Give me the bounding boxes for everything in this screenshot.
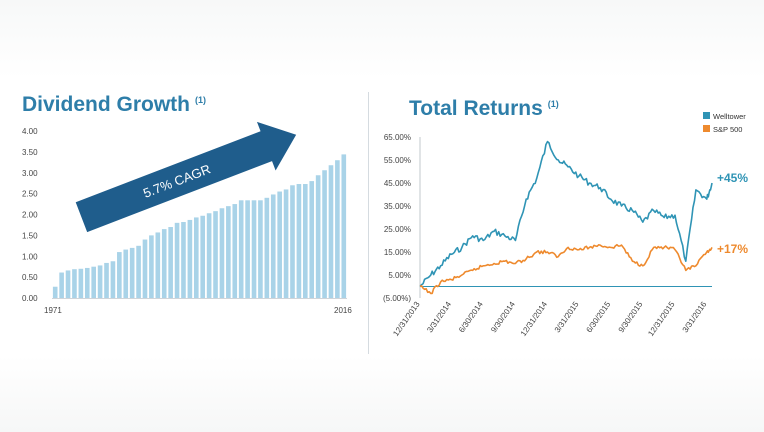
dividend-bar xyxy=(91,266,96,298)
x-tick-label: 12/31/2014 xyxy=(519,300,550,338)
y-tick-label: 3.00 xyxy=(22,169,38,178)
dividend-bar xyxy=(238,200,244,298)
x-tick-label: 3/31/2014 xyxy=(425,300,453,335)
x-tick-label: 6/30/2015 xyxy=(585,300,613,335)
x-tick-label: 3/31/2015 xyxy=(553,300,581,335)
y-tick-label: 15.00% xyxy=(384,248,411,257)
total-returns-title: Total Returns (1) xyxy=(409,97,559,120)
y-tick-label: 5.00% xyxy=(388,271,411,280)
x-tick-label: 9/30/2015 xyxy=(617,300,645,335)
y-tick-label: 4.00 xyxy=(22,127,38,136)
dividend-bar xyxy=(72,269,77,298)
dividend-growth-title: Dividend Growth (1) xyxy=(22,93,206,116)
dividend-bar xyxy=(251,200,257,298)
dividend-bar xyxy=(309,181,315,298)
dividend-bar xyxy=(136,245,141,298)
dividend-bar xyxy=(161,229,167,298)
y-tick-label: 65.00% xyxy=(384,133,411,142)
y-tick-label: 0.50 xyxy=(22,273,38,282)
dividend-bar xyxy=(341,154,347,298)
x-tick-label-start: 1971 xyxy=(44,306,62,315)
dividend-bar xyxy=(155,232,161,298)
dividend-bar xyxy=(65,270,71,298)
legend-swatch-sp500 xyxy=(703,125,710,132)
x-tick-label: 3/31/2016 xyxy=(681,300,709,335)
dividend-bar xyxy=(270,194,276,298)
dividend-footnote: (1) xyxy=(195,95,206,105)
dividend-bar xyxy=(129,247,135,298)
legend-label-welltower: Welltower xyxy=(713,112,746,121)
x-tick-label-end: 2016 xyxy=(334,306,352,315)
dividend-bar xyxy=(97,265,103,298)
welltower-line xyxy=(419,140,713,288)
y-tick-label: 2.50 xyxy=(22,190,38,199)
dividend-bar xyxy=(174,222,180,298)
dividend-bar xyxy=(296,184,302,298)
dividend-bar xyxy=(78,268,84,298)
dividend-bar xyxy=(59,272,64,298)
dividend-bar xyxy=(168,227,173,298)
dividend-bar xyxy=(335,160,340,298)
footer-band xyxy=(0,356,764,432)
legend-label-sp500: S&P 500 xyxy=(713,125,742,134)
sp500-end-label: +17% xyxy=(717,242,748,256)
y-tick-label: (5.00%) xyxy=(383,294,411,303)
dividend-bar xyxy=(200,215,206,298)
dividend-bar xyxy=(315,175,321,298)
dividend-bar xyxy=(187,219,193,298)
dividend-bar xyxy=(110,261,116,298)
dividend-bar xyxy=(213,211,218,298)
y-tick-label: 35.00% xyxy=(384,202,411,211)
dividend-bar xyxy=(226,206,231,298)
dividend-bar xyxy=(149,235,154,298)
cagr-arrow-shape xyxy=(75,121,297,233)
dividend-bar xyxy=(181,222,186,298)
dividend-bar xyxy=(328,165,334,298)
dividend-bar xyxy=(232,204,238,298)
x-tick-label: 9/30/2014 xyxy=(489,300,517,335)
legend-swatch-welltower xyxy=(703,112,710,119)
welltower-end-label: +45% xyxy=(717,171,748,185)
x-tick-label: 12/31/2015 xyxy=(646,300,677,338)
y-tick-label: 1.50 xyxy=(22,231,38,240)
x-tick-label: 6/30/2014 xyxy=(457,300,485,335)
header-band xyxy=(0,0,764,78)
dividend-bar xyxy=(123,249,129,298)
dividend-bar xyxy=(206,213,212,298)
dividend-bar xyxy=(264,197,270,298)
y-tick-label: 25.00% xyxy=(384,225,411,234)
dividend-bar xyxy=(245,200,250,298)
dividend-bar xyxy=(52,286,58,298)
dividend-bar xyxy=(277,191,282,298)
x-tick-label: 12/31/2013 xyxy=(391,300,422,338)
dividend-bar xyxy=(290,185,295,298)
y-tick-label: 55.00% xyxy=(384,156,411,165)
panel-divider xyxy=(368,92,369,354)
dividend-bar xyxy=(142,239,148,298)
dividend-bar xyxy=(193,217,199,298)
dividend-bar xyxy=(84,267,90,298)
y-tick-label: 2.00 xyxy=(22,211,38,220)
dividend-bar xyxy=(303,184,308,298)
y-tick-label: 45.00% xyxy=(384,179,411,188)
y-tick-label: 1.00 xyxy=(22,252,38,261)
dividend-bar xyxy=(258,200,263,298)
dividend-bar xyxy=(322,170,327,298)
total-returns-footnote: (1) xyxy=(547,99,559,109)
dividend-bar xyxy=(283,189,289,298)
dividend-bar xyxy=(117,252,122,298)
y-tick-label: 3.50 xyxy=(22,148,38,157)
dividend-bar xyxy=(219,208,225,298)
y-tick-label: 0.00 xyxy=(22,294,38,303)
dividend-bar xyxy=(104,262,109,298)
